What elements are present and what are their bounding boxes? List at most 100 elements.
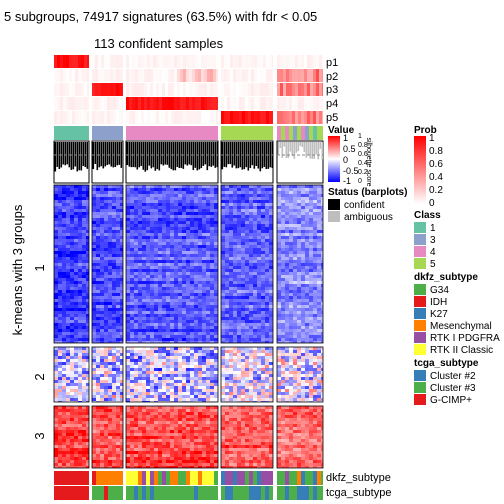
heatmap-cell: [86, 212, 89, 215]
heatmap-cell: [309, 335, 313, 338]
heatmap-cell: [116, 206, 120, 209]
heatmap-cell: [321, 272, 323, 275]
heatmap-cell: [174, 272, 178, 275]
heatmap-cell: [281, 377, 285, 380]
heatmap-cell: [225, 287, 229, 290]
heatmap-cell: [202, 263, 206, 266]
heatmap-cell: [108, 188, 112, 191]
heatmap-cell: [134, 296, 138, 299]
heatmap-cell: [174, 386, 178, 389]
heatmap-cell: [116, 442, 120, 445]
heatmap-cell: [100, 230, 104, 233]
heatmap-cell: [82, 451, 86, 454]
heatmap-cell: [66, 257, 70, 260]
heatmap-cell: [174, 194, 178, 197]
heatmap-cell: [293, 266, 297, 269]
row-group-label-3: 3: [32, 432, 47, 439]
heatmap-cell: [150, 290, 154, 293]
heatmap-cell: [253, 269, 257, 272]
heatmap-cell: [309, 230, 313, 233]
heatmap-cell: [225, 377, 229, 380]
heatmap-cell: [158, 272, 162, 275]
heatmap-cell: [233, 248, 237, 251]
heatmap-cell: [70, 392, 74, 395]
heatmap-cell: [62, 308, 66, 311]
heatmap-cell: [54, 439, 58, 442]
heatmap-cell: [138, 293, 142, 296]
heatmap-cell: [277, 290, 281, 293]
heatmap-cell: [96, 272, 100, 275]
heatmap-cell: [313, 236, 317, 239]
heatmap-cell: [241, 200, 245, 203]
heatmap-cell: [66, 389, 70, 392]
heatmap-cell: [253, 233, 257, 236]
heatmap-cell: [120, 245, 123, 248]
heatmap-cell: [74, 290, 78, 293]
heatmap-cell: [202, 293, 206, 296]
heatmap-cell: [269, 356, 273, 359]
heatmap-cell: [146, 245, 150, 248]
heatmap-cell: [178, 398, 182, 401]
heatmap-cell: [120, 377, 123, 380]
heatmap-cell: [321, 287, 323, 290]
heatmap-cell: [190, 356, 194, 359]
heatmap-cell: [285, 398, 289, 401]
heatmap-cell: [241, 203, 245, 206]
heatmap-cell: [174, 281, 178, 284]
heatmap-cell: [70, 215, 74, 218]
heatmap-cell: [285, 368, 289, 371]
heatmap-cell: [62, 212, 66, 215]
heatmap-cell: [92, 371, 96, 374]
heatmap-cell: [206, 224, 210, 227]
heatmap-cell: [301, 386, 305, 389]
heatmap-cell: [78, 439, 82, 442]
heatmap-cell: [66, 466, 70, 468]
heatmap-cell: [245, 353, 249, 356]
heatmap-cell: [261, 371, 265, 374]
heatmap-cell: [112, 200, 116, 203]
heatmap-cell: [70, 350, 74, 353]
heatmap-cell: [82, 320, 86, 323]
heatmap-cell: [297, 221, 301, 224]
heatmap-cell: [130, 320, 134, 323]
heatmap-cell: [54, 308, 58, 311]
heatmap-cell: [206, 353, 210, 356]
heatmap-cell: [309, 212, 313, 215]
heatmap-cell: [297, 275, 301, 278]
heatmap-cell: [257, 311, 261, 314]
heatmap-cell: [162, 392, 166, 395]
heatmap-cell: [269, 398, 273, 401]
heatmap-cell: [54, 454, 58, 457]
heatmap-cell: [194, 254, 198, 257]
heatmap-cell: [170, 389, 174, 392]
heatmap-cell: [138, 380, 142, 383]
heatmap-cell: [194, 353, 198, 356]
heatmap-cell: [82, 263, 86, 266]
heatmap-cell: [182, 332, 186, 335]
heatmap-cell: [112, 248, 116, 251]
heatmap-cell: [305, 233, 309, 236]
heatmap-cell: [54, 365, 58, 368]
heatmap-cell: [297, 233, 301, 236]
heatmap-cell: [158, 260, 162, 263]
heatmap-cell: [301, 326, 305, 329]
heatmap-cell: [142, 224, 146, 227]
heatmap-cell: [74, 314, 78, 317]
heatmap-cell: [92, 299, 96, 302]
heatmap-cell: [96, 374, 100, 377]
heatmap-cell: [96, 421, 100, 424]
heatmap-cell: [142, 314, 146, 317]
heatmap-cell: [313, 341, 317, 343]
heatmap-cell: [150, 326, 154, 329]
heatmap-cell: [309, 269, 313, 272]
heatmap-cell: [116, 236, 120, 239]
heatmap-cell: [281, 275, 285, 278]
heatmap-cell: [138, 209, 142, 212]
heatmap-cell: [265, 272, 269, 275]
heatmap-cell: [210, 269, 214, 272]
heatmap-cell: [78, 200, 82, 203]
heatmap-cell: [150, 395, 154, 398]
heatmap-cell: [170, 266, 174, 269]
heatmap-cell: [249, 374, 253, 377]
heatmap-cell: [58, 356, 62, 359]
